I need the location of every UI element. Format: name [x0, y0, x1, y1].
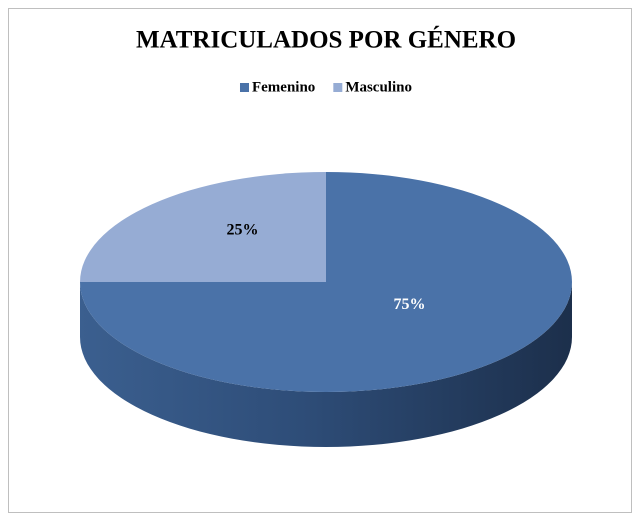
pie-side [80, 282, 572, 447]
data-label: 75% [393, 296, 425, 313]
legend-label: Masculino [345, 79, 412, 95]
pie-slice [80, 172, 326, 282]
legend-swatch [239, 83, 249, 92]
chart-title: MATRICULADOS POR GÉNERO [136, 26, 516, 54]
legend-label: Femenino [252, 79, 315, 95]
legend-swatch [333, 83, 343, 92]
data-label: 25% [227, 221, 259, 238]
